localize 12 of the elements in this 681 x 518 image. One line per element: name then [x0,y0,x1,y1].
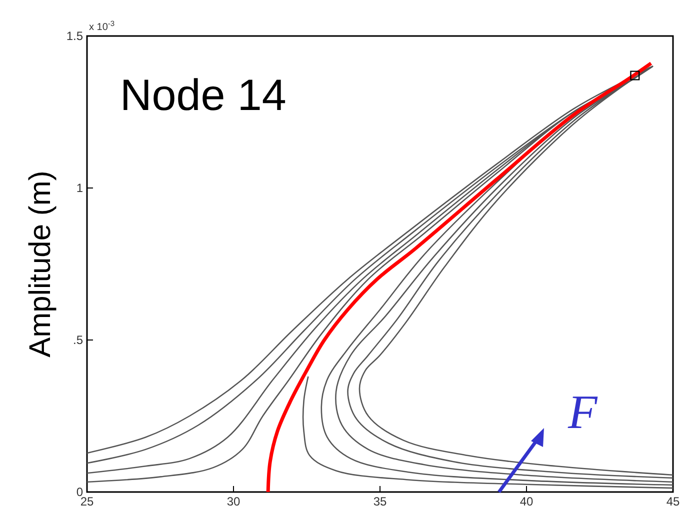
annotation: F [567,386,598,439]
y-tick-label: 1.5 [66,28,84,43]
text: x 10$^{-3}$ [89,18,115,33]
x-tick-label: 30 [226,494,240,509]
y-axis-title: Amplitude (m) [24,170,57,358]
y-tick-label: .5 [72,332,84,347]
y-tick-label: 1 [76,180,84,195]
x-tick-label: 40 [520,494,534,509]
x-tick-label: 45 [666,494,680,509]
x-tick-label: 25 [80,494,94,509]
annotation: Node 14 [120,71,286,120]
x-tick-label: 35 [373,494,387,509]
